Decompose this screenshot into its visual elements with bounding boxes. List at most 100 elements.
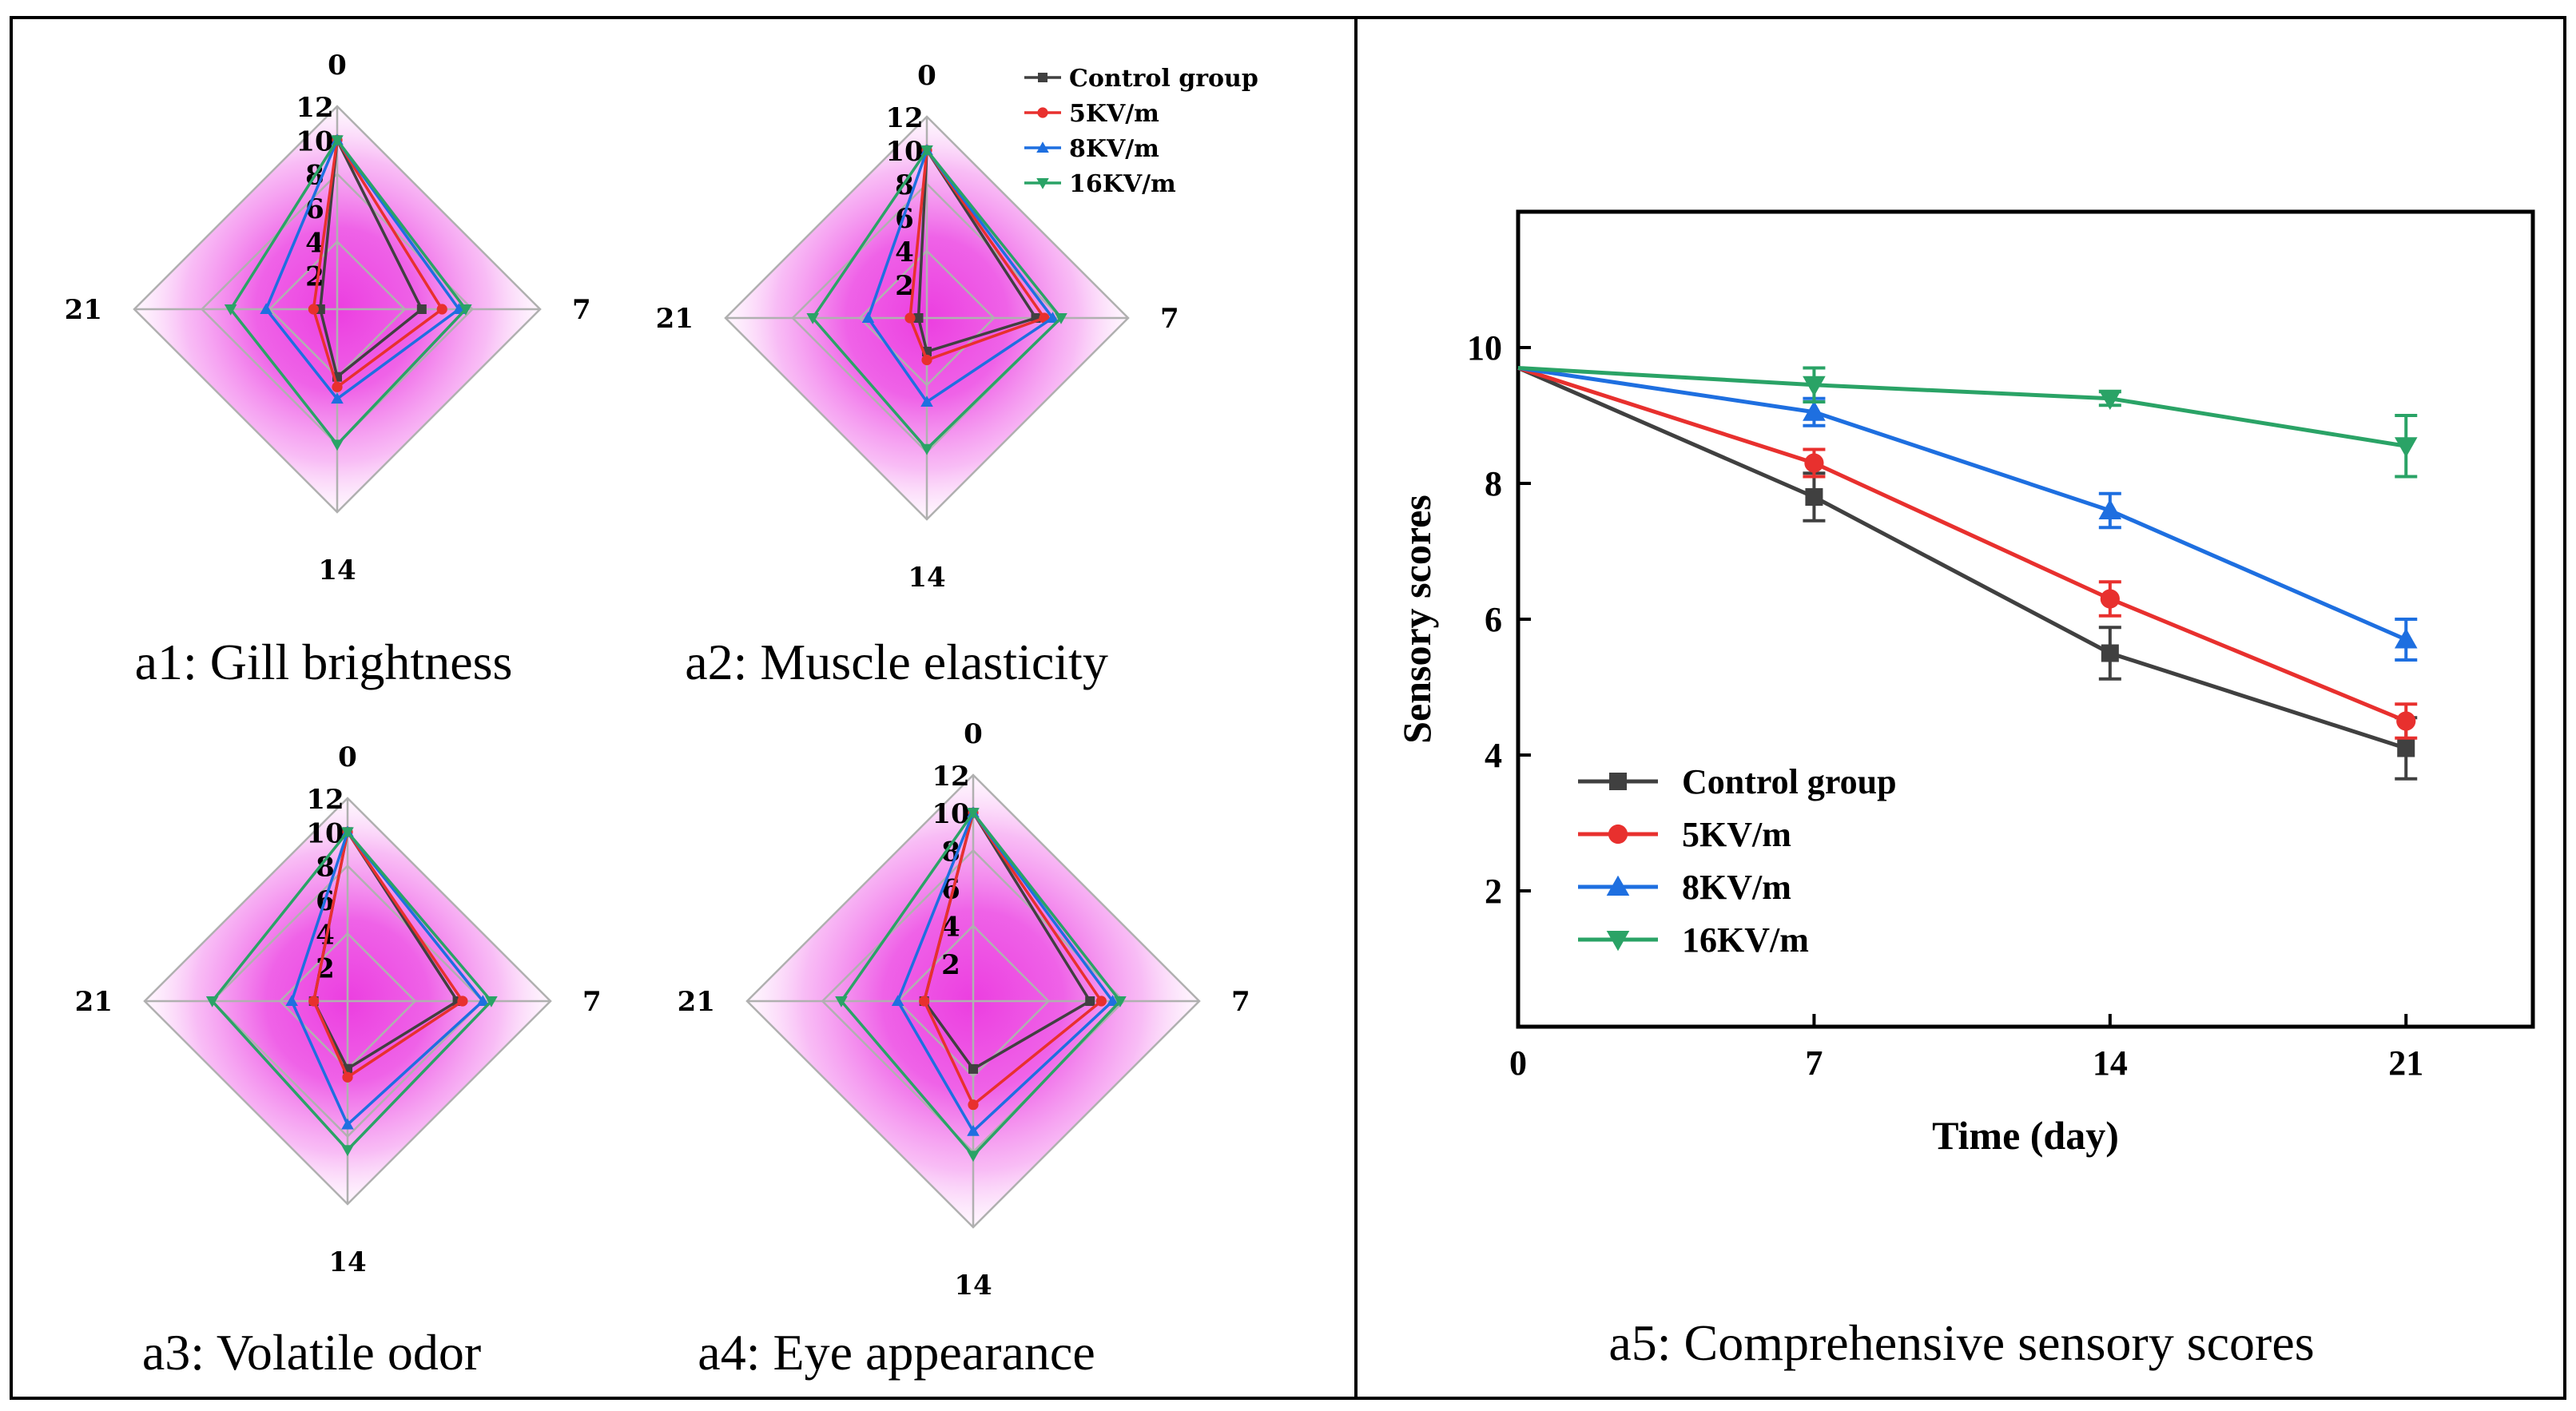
radar-axis-label-day-14: 14: [318, 554, 356, 586]
x-tick-label: 7: [1805, 1043, 1823, 1083]
radar-point: [457, 996, 468, 1007]
radar-point: [308, 304, 319, 315]
radar-point: [459, 304, 472, 316]
caption-a2: a2: Muscle elasticity: [685, 634, 1108, 690]
radar-point: [861, 312, 875, 323]
radar-point: [835, 996, 848, 1008]
radar-point: [341, 1145, 354, 1157]
radar-point: [308, 996, 320, 1007]
radar-axis-label-day-0: 0: [338, 741, 357, 773]
legend-label: Control group: [1069, 65, 1258, 93]
legend-label: 16KV/m: [1682, 920, 1809, 960]
radar-axis-label-day-7: 7: [1160, 303, 1179, 335]
radar-point: [485, 996, 498, 1008]
plot-frame: [1516, 209, 2535, 1029]
radar-point: [1095, 996, 1107, 1007]
series-line: [1517, 366, 2407, 642]
radar-point: [920, 145, 933, 157]
legend-label: 16KV/m: [1069, 170, 1176, 198]
caption-a4: a4: Eye appearance: [698, 1324, 1095, 1381]
radar-tick-label: 12: [932, 761, 969, 793]
radar-tick-label: 4: [305, 227, 324, 259]
radar-axis-label-day-7: 7: [1231, 986, 1250, 1018]
radar-point: [1106, 995, 1119, 1006]
radar-point: [331, 392, 344, 404]
radar-point: [341, 827, 354, 839]
radar-axis-label-day-14: 14: [908, 562, 945, 594]
legend-marker: [1037, 107, 1048, 118]
radar-point: [913, 313, 924, 323]
radar-axis-label-day-7: 7: [582, 986, 602, 1018]
legend-marker: [1609, 773, 1627, 790]
data-point: [2098, 499, 2122, 519]
radar-tick-label: 8: [316, 852, 335, 884]
radar-point: [806, 313, 819, 324]
radar-point: [1055, 313, 1067, 324]
radar-point: [1085, 996, 1095, 1006]
radar-point: [920, 443, 933, 455]
radar-point: [331, 439, 344, 451]
radar-point: [968, 1063, 978, 1074]
legend-label: 5KV/m: [1069, 100, 1159, 128]
radar-point: [436, 304, 447, 315]
radar-point: [1046, 312, 1059, 323]
data-point: [2394, 437, 2418, 458]
radar-point: [1114, 996, 1127, 1008]
series-line: [1517, 366, 2407, 723]
legend-label: 8KV/m: [1682, 868, 1791, 907]
data-point: [1803, 400, 1826, 421]
radar-axis-label-day-21: 21: [75, 986, 113, 1018]
caption-a3: a3: Volatile odor: [142, 1324, 481, 1381]
caption-a1: a1: Gill brightness: [135, 634, 513, 690]
radar-point: [332, 381, 343, 392]
radar-point: [342, 1071, 353, 1083]
axis-ticks: 0 7 14 21 2 4 6 8 10: [1467, 328, 2423, 1083]
data-point: [2098, 389, 2122, 411]
radar-legend: Control group 5KV/m 8KV/m 16KV/m: [1024, 65, 1258, 198]
series-line: [1517, 366, 2407, 750]
radar-point: [967, 808, 980, 819]
radar-point: [285, 995, 298, 1006]
radar-axis-label-day-21: 21: [65, 294, 102, 326]
radar-axis-label-day-0: 0: [917, 60, 936, 92]
radar-axis-label-day-0: 0: [328, 50, 347, 81]
data-point: [2397, 739, 2415, 757]
legend-label: Control group: [1682, 762, 1897, 801]
radar-point: [920, 395, 933, 407]
radar-point: [967, 1124, 980, 1136]
radar-point: [904, 312, 916, 324]
y-tick-label: 8: [1485, 464, 1502, 503]
radar-tick-label: 12: [296, 92, 333, 124]
x-tick-label: 0: [1509, 1043, 1527, 1083]
radar-point: [919, 996, 930, 1007]
radar-point: [224, 304, 237, 316]
legend-marker: [1038, 73, 1047, 82]
radar-point: [968, 1099, 979, 1111]
radar-point: [260, 303, 272, 314]
radar-tick-label: 2: [895, 270, 914, 302]
radar-tick-label: 12: [306, 784, 344, 816]
legend-marker: [1606, 931, 1630, 952]
series-line: [1517, 366, 2407, 448]
radar-tick-label: 10: [296, 125, 333, 157]
legend-marker: [1608, 824, 1628, 845]
radar-point: [921, 354, 932, 366]
data-point: [2100, 589, 2120, 609]
data-point: [2101, 644, 2119, 662]
legend-marker: [1606, 875, 1630, 896]
radar-point: [891, 995, 904, 1006]
x-axis-label: Time (day): [1932, 1113, 2119, 1158]
series-group: [1517, 366, 2418, 781]
radar-tick-label: 12: [885, 102, 923, 134]
radar-axis-label-day-21: 21: [656, 303, 694, 335]
radar-point: [476, 995, 490, 1006]
caption-a5: a5: Comprehensive sensory scores: [1608, 1314, 2314, 1371]
data-point: [2396, 711, 2416, 731]
radar-point: [967, 1151, 980, 1163]
radar-point: [341, 1118, 354, 1130]
radar-tick-label: 4: [895, 236, 914, 268]
radar-axis-label-day-0: 0: [964, 718, 983, 750]
